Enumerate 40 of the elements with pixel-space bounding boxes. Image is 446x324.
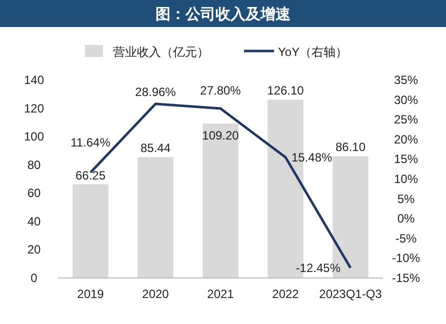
x-tick-label: 2019 bbox=[77, 287, 104, 301]
y2-tick-label: 15% bbox=[394, 152, 418, 166]
y-tick-label: 140 bbox=[24, 73, 44, 87]
x-tick-label: 2020 bbox=[142, 287, 170, 301]
y-tick-label: 20 bbox=[27, 242, 41, 257]
y2-tick-label: 10% bbox=[394, 172, 418, 186]
y2-tick-label: 5% bbox=[397, 192, 415, 206]
y-tick-label: 0 bbox=[30, 271, 38, 285]
y2-tick-label: -5% bbox=[395, 231, 417, 246]
y2-tick-label: 30% bbox=[394, 92, 418, 107]
data-label: 27.80% bbox=[200, 84, 242, 98]
y-tick-label: 40 bbox=[27, 214, 41, 228]
bar bbox=[72, 184, 108, 278]
data-label: 86.10 bbox=[335, 140, 366, 154]
data-label: -12.45% bbox=[296, 260, 341, 275]
chart-title: 图：公司收入及增速 bbox=[156, 6, 292, 23]
y2-tick-label: 35% bbox=[394, 73, 418, 87]
data-label: 126.10 bbox=[267, 84, 304, 98]
y2-tick-label: 25% bbox=[394, 112, 418, 127]
y2-tick-label: -15% bbox=[392, 271, 420, 285]
y-tick-label: 80 bbox=[27, 158, 41, 172]
data-label: 66.25 bbox=[75, 168, 106, 182]
legend-label: YoY（右轴） bbox=[278, 45, 348, 59]
bar bbox=[138, 157, 174, 278]
data-label: 109.20 bbox=[202, 128, 240, 143]
legend-label: 营业收入（亿元） bbox=[113, 45, 209, 59]
x-tick-label: 2021 bbox=[207, 287, 234, 301]
bar bbox=[202, 124, 238, 278]
data-label: 85.44 bbox=[140, 141, 171, 156]
y2-tick-label: 0% bbox=[397, 212, 415, 226]
data-label: 28.96% bbox=[135, 84, 176, 99]
y2-tick-label: -10% bbox=[392, 251, 420, 266]
y-tick-label: 120 bbox=[24, 101, 44, 116]
data-label: 11.64% bbox=[70, 136, 111, 150]
x-tick-label: 2023Q1-Q3 bbox=[319, 287, 382, 301]
x-tick-label: 2022 bbox=[272, 287, 300, 301]
y-tick-label: 100 bbox=[24, 130, 44, 144]
data-label: 15.48% bbox=[292, 150, 333, 164]
y2-tick-label: 20% bbox=[394, 132, 418, 146]
y-tick-label: 60 bbox=[27, 186, 41, 200]
